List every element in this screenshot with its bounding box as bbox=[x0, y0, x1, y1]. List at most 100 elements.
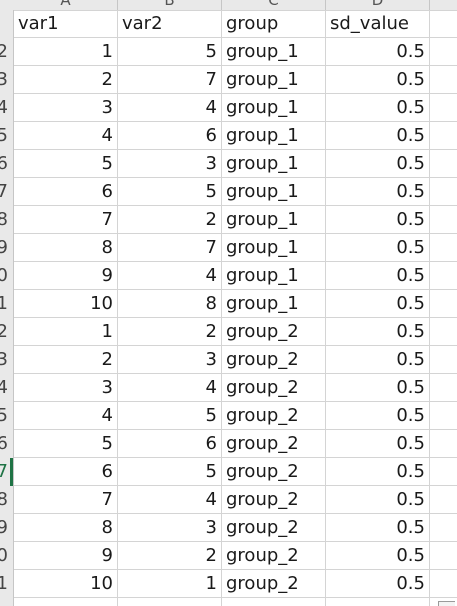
cell-var1[interactable]: 9 bbox=[101, 265, 113, 286]
cell-sd-value[interactable]: 0.5 bbox=[396, 489, 425, 510]
cell-var2[interactable]: 4 bbox=[205, 265, 217, 286]
column-letter-d[interactable]: D bbox=[371, 0, 384, 9]
row-number[interactable]: 14 bbox=[0, 374, 8, 402]
cell-group[interactable]: group_1 bbox=[226, 265, 299, 286]
cell-group[interactable]: group_2 bbox=[226, 377, 299, 398]
row-number[interactable]: 7 bbox=[0, 178, 8, 206]
cell-group[interactable]: group_2 bbox=[226, 349, 299, 370]
row-number[interactable]: 19 bbox=[0, 514, 8, 542]
cell-group[interactable]: group_1 bbox=[226, 293, 299, 314]
header-var1[interactable]: var1 bbox=[18, 13, 59, 34]
row-number[interactable]: 15 bbox=[0, 402, 8, 430]
cell-group[interactable]: group_1 bbox=[226, 237, 299, 258]
row-number[interactable]: 12 bbox=[0, 318, 8, 346]
cell-var2[interactable]: 5 bbox=[205, 41, 217, 62]
row-number[interactable]: 11 bbox=[0, 290, 8, 318]
cell-var2[interactable]: 6 bbox=[205, 125, 217, 146]
sheet-tab-icon[interactable] bbox=[438, 601, 455, 606]
header-group[interactable]: group bbox=[226, 13, 279, 34]
cell-var2[interactable]: 5 bbox=[205, 181, 217, 202]
cell-var1[interactable]: 3 bbox=[101, 377, 113, 398]
cell-sd-value[interactable]: 0.5 bbox=[396, 461, 425, 482]
header-var2[interactable]: var2 bbox=[122, 13, 163, 34]
cell-var2[interactable]: 8 bbox=[205, 293, 217, 314]
header-sd-value[interactable]: sd_value bbox=[330, 13, 409, 34]
cell-var2[interactable]: 7 bbox=[205, 237, 217, 258]
column-letter-a[interactable]: A bbox=[60, 0, 71, 9]
row-number[interactable]: 5 bbox=[0, 122, 8, 150]
cell-sd-value[interactable]: 0.5 bbox=[396, 153, 425, 174]
cell-group[interactable]: group_2 bbox=[226, 321, 299, 342]
cell-var2[interactable]: 2 bbox=[205, 321, 217, 342]
cell-var1[interactable]: 6 bbox=[101, 461, 113, 482]
cell-var2[interactable]: 4 bbox=[205, 97, 217, 118]
cell-var1[interactable]: 4 bbox=[101, 125, 113, 146]
cell-sd-value[interactable]: 0.5 bbox=[396, 293, 425, 314]
cell-sd-value[interactable]: 0.5 bbox=[396, 97, 425, 118]
row-number[interactable]: 13 bbox=[0, 346, 8, 374]
cell-var2[interactable]: 4 bbox=[205, 377, 217, 398]
cell-group[interactable]: group_1 bbox=[226, 181, 299, 202]
cell-sd-value[interactable]: 0.5 bbox=[396, 181, 425, 202]
cell-var1[interactable]: 7 bbox=[101, 489, 113, 510]
cell-sd-value[interactable]: 0.5 bbox=[396, 125, 425, 146]
cell-group[interactable]: group_1 bbox=[226, 97, 299, 118]
cell-var2[interactable]: 1 bbox=[205, 573, 217, 594]
row-number[interactable]: 20 bbox=[0, 542, 8, 570]
cell-var1[interactable]: 9 bbox=[101, 545, 113, 566]
row-number[interactable]: 9 bbox=[0, 234, 8, 262]
cell-var1[interactable]: 2 bbox=[101, 349, 113, 370]
cell-group[interactable]: group_1 bbox=[226, 69, 299, 90]
cell-var1[interactable]: 7 bbox=[101, 209, 113, 230]
cell-sd-value[interactable]: 0.5 bbox=[396, 69, 425, 90]
row-number[interactable]: 17 bbox=[0, 458, 8, 486]
cell-group[interactable]: group_1 bbox=[226, 209, 299, 230]
row-number[interactable]: 2 bbox=[0, 38, 8, 66]
cell-group[interactable]: group_2 bbox=[226, 461, 299, 482]
cell-var2[interactable]: 6 bbox=[205, 433, 217, 454]
cell-var1[interactable]: 1 bbox=[101, 41, 113, 62]
cell-var1[interactable]: 6 bbox=[101, 181, 113, 202]
cell-group[interactable]: group_2 bbox=[226, 545, 299, 566]
cell-sd-value[interactable]: 0.5 bbox=[396, 517, 425, 538]
cell-group[interactable]: group_1 bbox=[226, 41, 299, 62]
cell-var2[interactable]: 7 bbox=[205, 69, 217, 90]
cell-var1[interactable]: 8 bbox=[101, 237, 113, 258]
cell-sd-value[interactable]: 0.5 bbox=[396, 321, 425, 342]
cell-sd-value[interactable]: 0.5 bbox=[396, 433, 425, 454]
cell-group[interactable]: group_2 bbox=[226, 433, 299, 454]
cell-var1[interactable]: 10 bbox=[90, 293, 113, 314]
cell-sd-value[interactable]: 0.5 bbox=[396, 377, 425, 398]
cell-var2[interactable]: 2 bbox=[205, 209, 217, 230]
cell-sd-value[interactable]: 0.5 bbox=[396, 349, 425, 370]
cell-var2[interactable]: 3 bbox=[205, 349, 217, 370]
cell-group[interactable]: group_1 bbox=[226, 153, 299, 174]
cell-var1[interactable]: 5 bbox=[101, 153, 113, 174]
cell-var2[interactable]: 2 bbox=[205, 545, 217, 566]
cell-group[interactable]: group_2 bbox=[226, 405, 299, 426]
column-header-separator[interactable] bbox=[117, 0, 118, 10]
column-header-separator[interactable] bbox=[221, 0, 222, 10]
column-letter-b[interactable]: B bbox=[164, 0, 175, 9]
cell-sd-value[interactable]: 0.5 bbox=[396, 545, 425, 566]
cell-var1[interactable]: 2 bbox=[101, 69, 113, 90]
cell-sd-value[interactable]: 0.5 bbox=[396, 41, 425, 62]
row-number[interactable]: 10 bbox=[0, 262, 8, 290]
cell-var1[interactable]: 1 bbox=[101, 321, 113, 342]
row-number[interactable]: 18 bbox=[0, 486, 8, 514]
row-number[interactable]: 6 bbox=[0, 150, 8, 178]
row-number[interactable]: 3 bbox=[0, 66, 8, 94]
cell-sd-value[interactable]: 0.5 bbox=[396, 265, 425, 286]
cell-var1[interactable]: 3 bbox=[101, 97, 113, 118]
column-header-separator[interactable] bbox=[429, 0, 430, 10]
cell-var1[interactable]: 4 bbox=[101, 405, 113, 426]
cell-var1[interactable]: 10 bbox=[90, 573, 113, 594]
cell-var2[interactable]: 3 bbox=[205, 153, 217, 174]
column-letter-c[interactable]: C bbox=[268, 0, 279, 9]
cell-var1[interactable]: 8 bbox=[101, 517, 113, 538]
row-number[interactable]: 21 bbox=[0, 570, 8, 598]
column-header-separator[interactable] bbox=[325, 0, 326, 10]
row-number[interactable]: 4 bbox=[0, 94, 8, 122]
row-number[interactable]: 8 bbox=[0, 206, 8, 234]
cell-sd-value[interactable]: 0.5 bbox=[396, 209, 425, 230]
